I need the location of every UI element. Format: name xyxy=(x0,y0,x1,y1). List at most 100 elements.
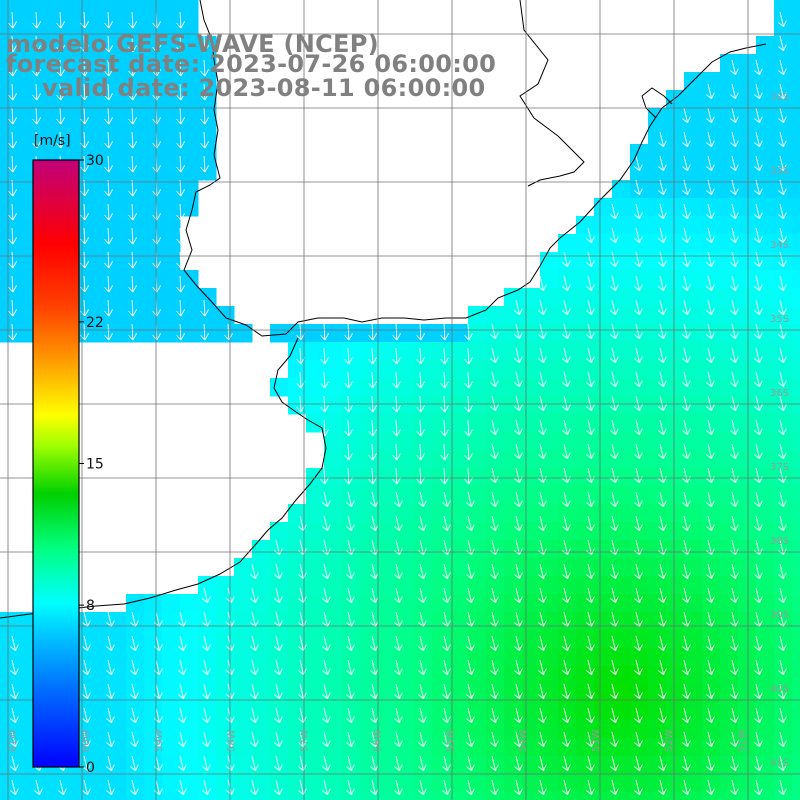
wind-cell xyxy=(288,504,307,523)
wind-cell xyxy=(324,522,343,541)
wind-cell xyxy=(666,198,685,217)
wind-cell xyxy=(720,540,739,559)
wind-cell xyxy=(504,414,523,433)
wind-cell xyxy=(684,162,703,181)
wind-arrow xyxy=(658,419,667,435)
wind-arrow xyxy=(682,395,691,411)
wind-cell xyxy=(108,738,127,757)
wind-arrow xyxy=(778,755,787,771)
wind-arrow xyxy=(320,467,329,485)
wind-cell xyxy=(198,720,217,739)
wind-cell xyxy=(360,468,379,487)
wind-arrow xyxy=(658,155,667,171)
wind-cell xyxy=(792,378,800,397)
wind-cell xyxy=(684,702,703,721)
wind-arrow xyxy=(514,443,523,459)
wind-arrow xyxy=(538,587,547,603)
wind-arrow xyxy=(368,419,377,437)
wind-cell xyxy=(252,558,271,577)
wind-cell xyxy=(18,648,37,667)
wind-arrow xyxy=(178,683,187,699)
wind-cell xyxy=(720,594,739,613)
wind-cell xyxy=(468,774,487,793)
wind-arrow xyxy=(464,347,473,365)
wind-cell xyxy=(612,486,631,505)
wind-cell xyxy=(144,0,163,19)
wind-cell xyxy=(486,594,505,613)
wind-arrow xyxy=(682,635,691,651)
wind-cell xyxy=(594,324,613,343)
wind-cell xyxy=(522,324,541,343)
wind-cell xyxy=(792,180,800,199)
wind-cell xyxy=(684,486,703,505)
wind-cell xyxy=(216,648,235,667)
wind-cell xyxy=(468,450,487,469)
wind-arrow xyxy=(658,251,667,267)
wind-cell xyxy=(324,540,343,559)
wind-cell xyxy=(720,612,739,631)
wind-cell xyxy=(612,234,631,253)
wind-arrow xyxy=(514,755,523,771)
wind-cell xyxy=(630,558,649,577)
wind-cell xyxy=(18,270,37,289)
wind-cell xyxy=(540,648,559,667)
wind-cell xyxy=(486,648,505,667)
wind-cell xyxy=(792,288,800,307)
wind-cell xyxy=(738,684,757,703)
wind-cell xyxy=(666,522,685,541)
wind-cell xyxy=(468,378,487,397)
wind-arrow xyxy=(538,707,547,723)
wind-cell xyxy=(738,144,757,163)
wind-cell xyxy=(756,36,775,55)
wind-arrow xyxy=(464,443,473,461)
wind-cell xyxy=(126,234,145,253)
wind-cell xyxy=(684,252,703,271)
wind-cell xyxy=(684,450,703,469)
wind-cell xyxy=(612,198,631,217)
wind-cell xyxy=(486,396,505,415)
wind-cell xyxy=(558,558,577,577)
wind-cell xyxy=(216,792,235,800)
longitude-label: 54W xyxy=(518,729,529,752)
wind-cell xyxy=(666,234,685,253)
wind-arrow xyxy=(176,323,185,341)
wind-cell xyxy=(504,504,523,523)
wind-arrow xyxy=(154,659,163,675)
wind-cell xyxy=(450,612,469,631)
wind-cell xyxy=(324,630,343,649)
wind-arrow xyxy=(730,587,739,603)
wind-cell xyxy=(738,198,757,217)
wind-cell xyxy=(252,684,271,703)
wind-arrow xyxy=(394,587,403,603)
wind-cell xyxy=(432,612,451,631)
wind-arrow xyxy=(778,83,787,99)
wind-arrow xyxy=(562,731,571,747)
wind-cell xyxy=(288,792,307,800)
wind-cell xyxy=(540,414,559,433)
wind-cell xyxy=(414,738,433,757)
wind-cell xyxy=(738,756,757,775)
wind-arrow xyxy=(658,515,667,531)
wind-cell xyxy=(666,414,685,433)
wind-cell xyxy=(756,288,775,307)
wind-arrow xyxy=(658,491,667,507)
longitude-label: 57W xyxy=(300,729,311,752)
wind-arrow xyxy=(104,227,113,245)
wind-cell xyxy=(540,468,559,487)
wind-arrow xyxy=(730,227,739,243)
wind-cell xyxy=(378,450,397,469)
wind-arrow xyxy=(754,515,763,531)
wind-cell xyxy=(684,108,703,127)
wind-cell xyxy=(630,396,649,415)
wind-cell xyxy=(756,144,775,163)
wind-arrow xyxy=(322,779,331,795)
wind-arrow xyxy=(706,299,715,315)
wind-cell xyxy=(792,666,800,685)
wind-cell xyxy=(108,630,127,649)
wind-cell xyxy=(342,684,361,703)
wind-arrow xyxy=(706,227,715,243)
wind-arrow xyxy=(730,347,739,363)
wind-arrow xyxy=(778,203,787,219)
wind-arrow xyxy=(706,131,715,147)
wind-cell xyxy=(180,612,199,631)
